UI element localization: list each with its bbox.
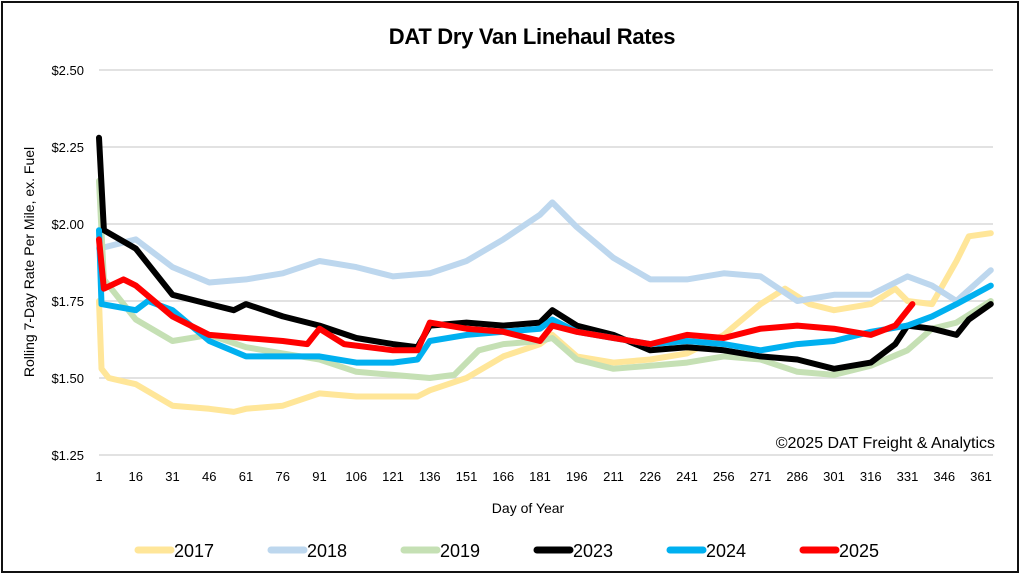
x-tick-label: 136 [419, 469, 441, 484]
legend-item-2017: 2017 [134, 541, 214, 561]
series-lines [96, 134, 994, 415]
y-tick-labels: $2.50 $2.25 $2.00 $1.75 $1.50 $1.25 [51, 63, 84, 463]
x-tick-label: 76 [276, 469, 290, 484]
x-tick-label: 271 [750, 469, 772, 484]
x-tick-label: 166 [492, 469, 514, 484]
x-tick-label: 241 [676, 469, 698, 484]
legend-label: 2025 [839, 541, 879, 561]
legend-label: 2023 [573, 541, 613, 561]
x-tick-label: 151 [456, 469, 478, 484]
y-tick-label: $2.50 [51, 63, 84, 78]
legend-item-2025: 2025 [799, 541, 879, 561]
x-tick-label: 301 [823, 469, 845, 484]
x-tick-label: 196 [566, 469, 588, 484]
legend-label: 2017 [174, 541, 214, 561]
x-tick-labels: 1 16 31 46 61 76 91 106 121 136 151 166 181 196 211 226… [95, 469, 991, 484]
x-tick-label: 106 [345, 469, 367, 484]
x-tick-label: 121 [382, 469, 404, 484]
series-line-2024 [96, 227, 994, 366]
y-tick-label: $1.25 [51, 448, 84, 463]
legend-label: 2018 [307, 541, 347, 561]
x-tick-label: 61 [239, 469, 253, 484]
legend-label: 2019 [440, 541, 480, 561]
copyright-annotation: ©2025 DAT Freight & Analytics [776, 435, 995, 452]
series-line-2023 [96, 134, 994, 372]
legend-item-2024: 2024 [666, 541, 746, 561]
x-tick-label: 256 [713, 469, 735, 484]
x-tick-label: 16 [129, 469, 143, 484]
x-tick-label: 31 [165, 469, 179, 484]
y-tick-label: $2.00 [51, 217, 84, 232]
legend-item-2019: 2019 [400, 541, 480, 561]
x-tick-label: 226 [639, 469, 661, 484]
x-tick-label: 1 [95, 469, 102, 484]
y-tick-label: $2.25 [51, 140, 84, 155]
series-line-2018 [96, 199, 994, 304]
x-tick-label: 316 [860, 469, 882, 484]
x-tick-label: 91 [312, 469, 326, 484]
chart-title: DAT Dry Van Linehaul Rates [388, 24, 676, 49]
legend-label: 2024 [706, 541, 746, 561]
series-line-2025 [96, 236, 916, 354]
x-tick-label: 211 [603, 469, 624, 484]
x-tick-label: 361 [970, 469, 992, 484]
legend: 2017 2018 2019 2023 2024 2025 [134, 541, 879, 561]
y-axis-label: Rolling 7-Day Rate Per Mile, ex. Fuel [21, 147, 37, 377]
grid-lines [99, 69, 993, 456]
x-tick-label: 181 [529, 469, 551, 484]
legend-item-2018: 2018 [267, 541, 347, 561]
y-tick-label: $1.50 [51, 371, 84, 386]
legend-item-2023: 2023 [533, 541, 613, 561]
x-tick-label: 346 [933, 469, 955, 484]
y-tick-label: $1.75 [51, 294, 84, 309]
x-tick-label: 331 [897, 469, 919, 484]
x-tick-label: 286 [786, 469, 808, 484]
x-tick-label: 46 [202, 469, 216, 484]
x-axis-label: Day of Year [492, 500, 565, 516]
